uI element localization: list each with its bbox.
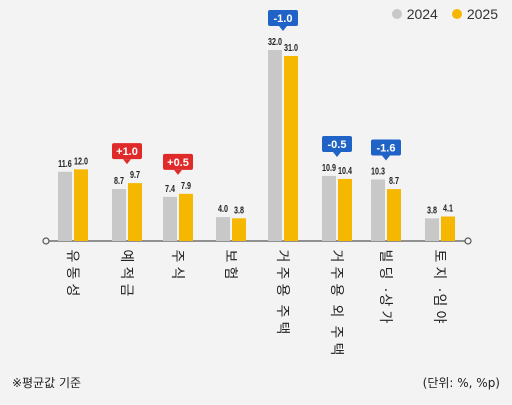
change-badge-text-1: +0.5 (167, 157, 189, 169)
bar-2024-2 (163, 196, 177, 241)
category-label-1-char-2: 금 (118, 284, 134, 297)
change-badge-text-0: +1.0 (116, 146, 138, 158)
category-label-6-char-2: · (377, 288, 393, 292)
category-label-3-char-0: 보 (222, 250, 238, 263)
bar-2025-1 (128, 183, 142, 241)
value-label-2024-4: 32.0 (268, 36, 282, 47)
category-label-7-char-2: · (431, 288, 447, 292)
value-label-2024-2: 7.4 (165, 183, 175, 194)
bar-2024-5 (322, 175, 336, 241)
value-label-2025-1: 9.7 (130, 169, 140, 180)
category-label-4-char-0: 거 (274, 250, 290, 263)
category-label-5-char-6: 주 (328, 326, 344, 339)
value-label-2024-6: 10.3 (371, 165, 385, 176)
footnote-basis: ※평균값 기준 (12, 376, 82, 390)
change-badge-4 (371, 139, 401, 156)
category-label-0-char-1: 동 (64, 267, 80, 280)
category-label-6-char-4: 가 (377, 311, 393, 324)
value-label-2024-5: 10.9 (322, 162, 336, 173)
axis-end-right (464, 237, 472, 245)
value-label-2025-3: 3.8 (234, 204, 244, 215)
bar-2024-7 (425, 218, 439, 241)
value-label-2025-7: 4.1 (443, 202, 453, 213)
category-label-6-char-1: 딩 (377, 267, 393, 280)
value-label-2025-4: 31.0 (284, 42, 298, 53)
value-label-2024-1: 8.7 (114, 175, 124, 186)
change-badge-pointer-1 (174, 169, 182, 175)
legend-label-2025: 2025 (466, 6, 498, 22)
value-label-2024-7: 3.8 (427, 204, 437, 215)
value-label-2024-0: 11.6 (58, 158, 72, 169)
category-label-7-char-1: 지 (431, 267, 447, 280)
bar-2025-5 (338, 178, 352, 241)
change-badge-2 (268, 10, 298, 26)
legend-item-2025: 2025 (451, 6, 498, 22)
change-badge-0 (112, 143, 142, 160)
category-label-4-char-1: 주 (274, 267, 290, 280)
bar-2025-6 (387, 189, 401, 241)
axis-end-left (42, 237, 50, 245)
category-label-5-char-7: 택 (328, 343, 344, 356)
category-label-2-char-1: 식 (169, 267, 185, 280)
footnote-units: (단위: %, %p) (422, 376, 500, 390)
value-label-2025-0: 12.0 (74, 155, 88, 166)
change-badge-text-4: -1.6 (377, 143, 396, 155)
bar-2025-4 (284, 55, 298, 241)
category-label-1-char-0: 예 (118, 250, 134, 263)
change-badge-3 (322, 135, 352, 152)
value-label-2025-5: 10.4 (338, 165, 352, 176)
bar-2025-7 (441, 216, 455, 241)
category-label-6-char-3: 상 (377, 294, 393, 307)
change-badge-pointer-0 (123, 159, 131, 165)
bar-2024-1 (112, 189, 126, 241)
change-badge-pointer-2 (279, 26, 287, 31)
bar-2025-0 (74, 169, 88, 241)
category-label-1-char-1: 적 (118, 267, 134, 280)
change-badge-text-2: -1.0 (274, 13, 293, 25)
change-badge-pointer-4 (382, 155, 390, 161)
bar-2024-6 (371, 179, 385, 241)
category-label-4-char-4: 주 (274, 305, 290, 318)
change-badge-text-3: -0.5 (328, 139, 347, 151)
legend-label-2024: 2024 (406, 6, 438, 22)
category-label-4-char-2: 용 (274, 284, 290, 297)
category-label-7-char-3: 임 (431, 294, 447, 307)
category-label-2-char-0: 주 (169, 250, 185, 263)
change-badge-1 (163, 153, 193, 170)
category-label-7-char-4: 야 (431, 311, 447, 324)
bar-2024-4 (268, 50, 282, 241)
category-label-5-char-1: 주 (328, 267, 344, 280)
category-label-3-char-1: 험 (222, 267, 238, 280)
category-label-0-char-0: 유 (64, 250, 80, 263)
category-label-5-char-4: 외 (328, 305, 344, 318)
bar-2024-0 (58, 171, 72, 241)
value-label-2025-6: 8.7 (389, 175, 399, 186)
category-label-4-char-5: 택 (274, 322, 290, 335)
category-label-0-char-2: 성 (64, 284, 80, 297)
value-label-2024-3: 4.0 (218, 203, 228, 214)
category-label-6-char-0: 빌 (377, 250, 393, 263)
legend-swatch-2025 (451, 9, 462, 19)
category-label-5-char-2: 용 (328, 284, 344, 297)
bar-2025-2 (179, 193, 193, 241)
bar-2025-3 (232, 218, 246, 241)
legend-swatch-2024 (391, 9, 402, 19)
category-label-5-char-0: 거 (328, 250, 344, 263)
legend-item-2024: 2024 (391, 6, 438, 22)
category-label-7-char-0: 토 (431, 250, 447, 263)
change-badge-pointer-3 (333, 151, 341, 157)
legend: 2024 2025 (391, 6, 498, 22)
value-label-2025-2: 7.9 (181, 180, 191, 191)
bar-2024-3 (216, 217, 230, 241)
